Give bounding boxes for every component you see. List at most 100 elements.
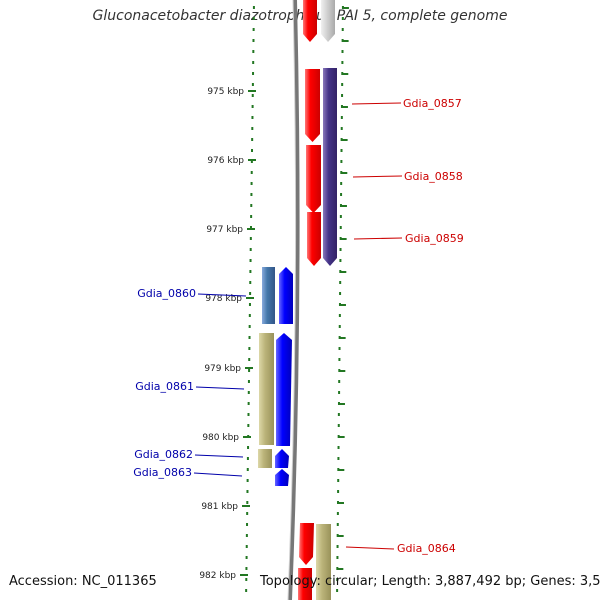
gene-label-gdia-0863[interactable]: Gdia_0863 xyxy=(133,466,192,479)
right-track-dash xyxy=(339,304,346,306)
left-track-dot xyxy=(249,281,252,284)
right-track-dot xyxy=(341,28,344,31)
right-track-dash xyxy=(339,337,346,339)
scale-track-dots xyxy=(245,6,349,592)
right-track-dot xyxy=(337,424,340,427)
right-track-dash xyxy=(337,502,344,504)
gene-arrow-gdia-0859[interactable] xyxy=(307,212,321,266)
left-track-dot xyxy=(246,501,249,504)
left-track-dot xyxy=(247,424,250,427)
topology-info-text: Topology: circular; Length: 3,887,492 bp… xyxy=(260,574,600,589)
gene-features xyxy=(258,0,337,600)
left-track-dot xyxy=(251,127,254,130)
gene-label-gdia-0857[interactable]: Gdia_0857 xyxy=(403,97,462,110)
right-track-dash xyxy=(342,73,349,75)
gene-labels: Gdia_0857 Gdia_0858 Gdia_0859 Gdia_0860 … xyxy=(133,97,464,555)
gene-arrow-bottom-red[interactable] xyxy=(298,568,312,600)
left-track-dot xyxy=(245,567,248,570)
gene-box-gdia-0862[interactable] xyxy=(258,449,272,468)
left-track-dot xyxy=(248,347,251,350)
gene-arrow-gdia-0860-blue[interactable] xyxy=(279,267,293,324)
gene-box-gdia-0861[interactable] xyxy=(259,333,274,445)
gene-arrow-gdia-0863[interactable] xyxy=(275,469,289,486)
scale-tick-label: 976 kbp xyxy=(207,156,244,166)
right-track-dash xyxy=(337,535,344,537)
right-track-dot xyxy=(340,160,343,163)
right-track-dot xyxy=(340,127,343,130)
right-track-dot xyxy=(337,457,340,460)
kbp-scale: 975 kbp 976 kbp 977 kbp 978 kbp 979 kbp 980 k… xyxy=(199,87,256,581)
right-track-dash xyxy=(339,370,346,372)
gene-arrow-purple[interactable] xyxy=(323,68,337,266)
left-track-dot xyxy=(247,380,250,383)
left-track-dot xyxy=(250,215,253,218)
gene-arrow-gdia-0861-blue[interactable] xyxy=(276,333,292,446)
right-track-dash xyxy=(341,139,348,141)
scale-tick-label: 980 kbp xyxy=(202,433,239,443)
right-track-dot xyxy=(338,391,341,394)
right-track-dash xyxy=(338,436,345,438)
right-track-dot xyxy=(340,182,343,185)
right-track-dot xyxy=(336,556,339,559)
right-track-dot xyxy=(340,149,343,152)
left-track-dot xyxy=(246,490,249,493)
right-track-dot xyxy=(337,446,340,449)
right-track-dot xyxy=(338,380,341,383)
genome-backbone xyxy=(288,0,300,600)
gene-arrow-gdia-0858[interactable] xyxy=(306,145,321,213)
gene-box-khaki-bottom[interactable] xyxy=(316,524,331,600)
right-track-dash xyxy=(337,568,344,570)
left-track-dot xyxy=(251,94,254,97)
right-track-dash xyxy=(340,205,347,207)
left-track-dot xyxy=(249,292,252,295)
gene-box-gdia-0860[interactable] xyxy=(262,267,275,324)
left-track-dot xyxy=(249,248,252,251)
leader-gdia-0861 xyxy=(195,386,245,390)
scale-tick-label: 981 kbp xyxy=(201,502,238,512)
left-track-dot xyxy=(249,259,252,262)
gene-arrow-gdia-0857[interactable] xyxy=(305,69,320,142)
gene-label-gdia-0859[interactable]: Gdia_0859 xyxy=(405,232,464,245)
left-track-dot xyxy=(246,523,249,526)
left-track-dot xyxy=(252,72,255,75)
gene-arrow-gdia-0864[interactable] xyxy=(299,523,314,565)
right-track-dot xyxy=(339,281,342,284)
left-track-dot xyxy=(250,160,253,163)
left-track-dot xyxy=(248,314,251,317)
right-track-dot xyxy=(338,347,341,350)
left-track-dot xyxy=(245,589,248,592)
gene-label-gdia-0864[interactable]: Gdia_0864 xyxy=(397,542,456,555)
left-track-dot xyxy=(251,83,254,86)
gene-arrow-top-grey[interactable] xyxy=(321,0,335,42)
left-track-dot xyxy=(251,149,254,152)
left-track-dot xyxy=(246,512,249,515)
right-track-dash xyxy=(341,172,348,174)
gene-label-gdia-0860[interactable]: Gdia_0860 xyxy=(137,287,196,300)
right-track-dot xyxy=(341,50,344,53)
left-track-dot xyxy=(245,545,248,548)
right-track-dot xyxy=(341,94,344,97)
right-track-dash xyxy=(341,106,348,108)
right-track-dot xyxy=(341,17,344,20)
gene-arrow-top-red[interactable] xyxy=(303,0,317,42)
left-track-dot xyxy=(252,50,255,53)
right-track-dot xyxy=(339,292,342,295)
left-track-dot xyxy=(252,17,255,20)
left-track-dot xyxy=(248,336,251,339)
gene-label-gdia-0858[interactable]: Gdia_0858 xyxy=(404,170,463,183)
right-track-dot xyxy=(339,259,342,262)
right-track-dash xyxy=(338,469,345,471)
leader-gdia-0864 xyxy=(345,546,395,550)
left-track-dot xyxy=(251,116,254,119)
right-track-dot xyxy=(339,248,342,251)
label-leader-lines xyxy=(193,102,403,550)
gene-arrow-gdia-0862-blue[interactable] xyxy=(275,449,289,468)
left-track-dot xyxy=(250,193,253,196)
scale-tick-label: 982 kbp xyxy=(199,571,236,581)
gene-label-gdia-0862[interactable]: Gdia_0862 xyxy=(134,448,193,461)
left-track-dot xyxy=(252,61,255,64)
right-track-dot xyxy=(339,215,342,218)
left-track-dot xyxy=(248,369,251,372)
gene-label-gdia-0861[interactable]: Gdia_0861 xyxy=(135,380,194,393)
right-track-dot xyxy=(336,589,339,592)
